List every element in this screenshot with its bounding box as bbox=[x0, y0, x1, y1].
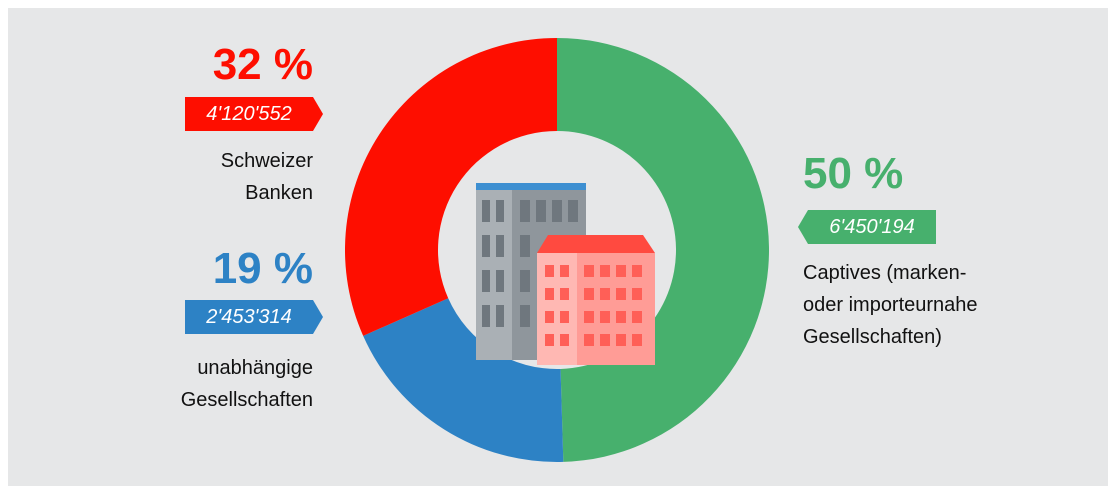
donut-segment bbox=[363, 298, 564, 462]
donut-segment bbox=[344, 38, 557, 336]
value-label: 6'450'194 bbox=[829, 216, 915, 238]
value-tag bbox=[185, 97, 323, 131]
category-label: Schweizer Banken bbox=[220, 150, 313, 204]
value-label: 2'453'314 bbox=[206, 306, 292, 328]
percent-label: 32 % bbox=[212, 40, 313, 89]
category-label: unabhängige Gesellschaften bbox=[180, 357, 313, 411]
value-label: 4'120'552 bbox=[206, 103, 292, 125]
value-tag bbox=[185, 300, 323, 334]
value-tag bbox=[798, 210, 936, 244]
donut bbox=[344, 37, 770, 462]
percent-label: 19 % bbox=[212, 244, 313, 293]
percent-label: 50 % bbox=[803, 149, 904, 198]
donut-segment bbox=[557, 37, 770, 462]
category-label: Captives (marken- oder importeurnahe Ges… bbox=[803, 262, 978, 348]
building-icon bbox=[476, 183, 655, 365]
